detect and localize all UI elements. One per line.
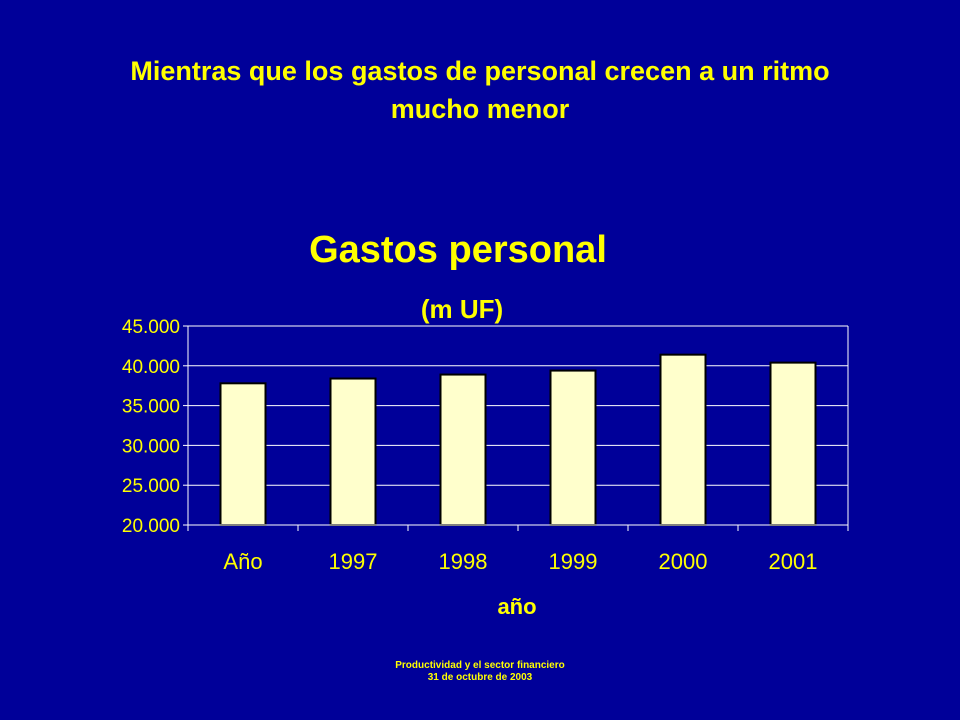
x-tick-label: 2000 bbox=[659, 549, 708, 574]
x-tick-label: Año bbox=[223, 549, 262, 574]
bar bbox=[769, 361, 817, 526]
bar bbox=[439, 373, 487, 526]
bar bbox=[659, 353, 707, 526]
x-tick-label: 1998 bbox=[439, 549, 488, 574]
y-tick-label: 40.000 bbox=[122, 357, 180, 378]
x-tick-label: 1997 bbox=[329, 549, 378, 574]
y-tick-label: 25.000 bbox=[122, 476, 180, 497]
slide-title-line-1: Mientras que los gastos de personal crec… bbox=[130, 56, 830, 86]
y-tick-label: 45.000 bbox=[122, 317, 180, 338]
slide-title-line-2: mucho menor bbox=[390, 94, 570, 124]
y-tick-label: 30.000 bbox=[122, 436, 180, 457]
bar bbox=[219, 382, 267, 527]
x-tick-label: 2001 bbox=[769, 549, 818, 574]
plot-area: 20.000 25.000 30.000 35.000 40.000 45.000 Año 1… bbox=[122, 317, 849, 574]
slide-title: Mientras que los gastos de personal crec… bbox=[40, 52, 920, 128]
bar bbox=[329, 377, 377, 527]
bar bbox=[549, 369, 597, 526]
chart-subtitle: (m UF) bbox=[421, 294, 503, 324]
footer-line-1: Productividad y el sector financiero bbox=[395, 660, 565, 671]
footer-line-2: 31 de octubre de 2003 bbox=[427, 672, 533, 683]
chart-title: Gastos personal bbox=[309, 229, 607, 271]
y-tick-label: 35.000 bbox=[122, 397, 180, 418]
y-tick-label: 20.000 bbox=[122, 516, 180, 537]
x-tick-label: 1999 bbox=[549, 549, 598, 574]
footer: Productividad y el sector financiero 31 … bbox=[280, 660, 680, 684]
x-axis-label: año bbox=[497, 594, 536, 619]
